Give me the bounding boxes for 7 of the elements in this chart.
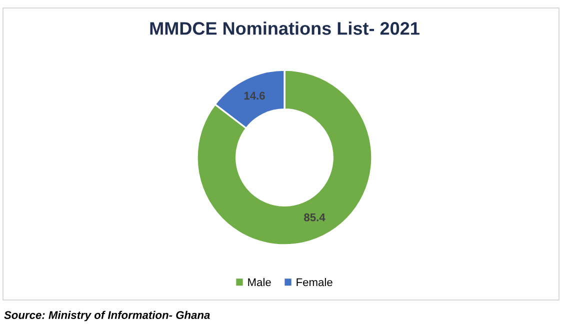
donut-slice	[196, 69, 373, 246]
legend-label: Female	[296, 278, 332, 286]
data-label: 14.6	[244, 92, 265, 100]
data-label: 85.4	[304, 213, 326, 222]
source-note: Source: Ministry of Information- Ghana	[4, 310, 210, 322]
legend-label: Male	[248, 278, 271, 286]
chart-title: MMDCE Nominations List- 2021	[150, 22, 420, 35]
